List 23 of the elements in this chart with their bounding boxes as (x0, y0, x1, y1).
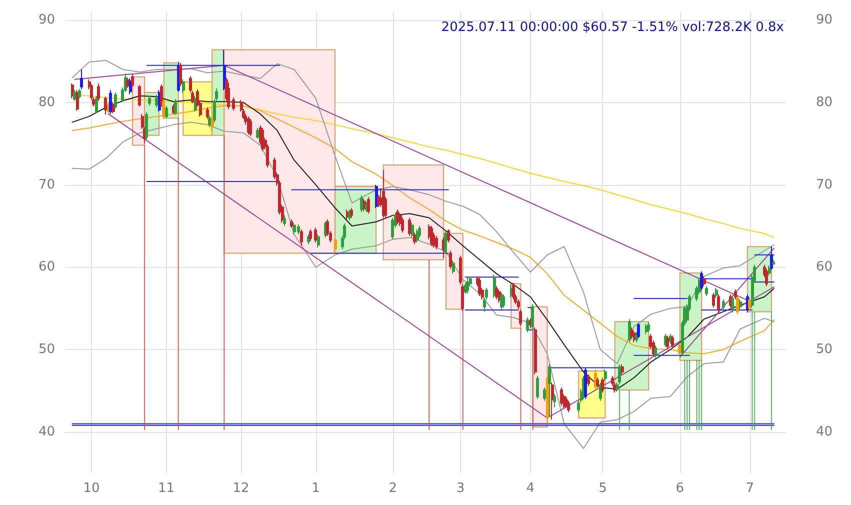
y2-tick-label: 50 (816, 342, 833, 358)
y2-tick-label: 80 (816, 94, 833, 110)
x-tick-label: 2 (388, 481, 398, 496)
y-tick-label: 60 (38, 260, 55, 275)
x-tick-label: 1 (312, 481, 320, 496)
x-tick-label: 7 (746, 481, 754, 496)
x-tick-label: 5 (598, 481, 607, 496)
y2-tick-label: 40 (816, 424, 833, 440)
x-tick-label: 12 (232, 481, 250, 496)
x-tick-label: 6 (676, 481, 684, 496)
x-tick-label: 4 (526, 481, 535, 496)
y-tick-label: 40 (38, 424, 55, 440)
text: 2025.07.11 00:00:00 $60.57 -1.51% vol:728.2K 0.8x (441, 20, 784, 35)
y2-tick-label: 90 (816, 12, 833, 28)
x-tick-label: 3 (456, 481, 465, 496)
x-tick-label: 11 (158, 481, 175, 496)
y-tick-label: 80 (38, 94, 55, 110)
y-tick-label: 70 (38, 177, 55, 192)
y2-tick-label: 60 (816, 260, 833, 275)
x-tick-label: 10 (83, 481, 100, 496)
y-tick-label: 50 (38, 342, 55, 358)
y-tick-label: 90 (38, 12, 55, 28)
y2-tick-label: 70 (816, 177, 833, 192)
